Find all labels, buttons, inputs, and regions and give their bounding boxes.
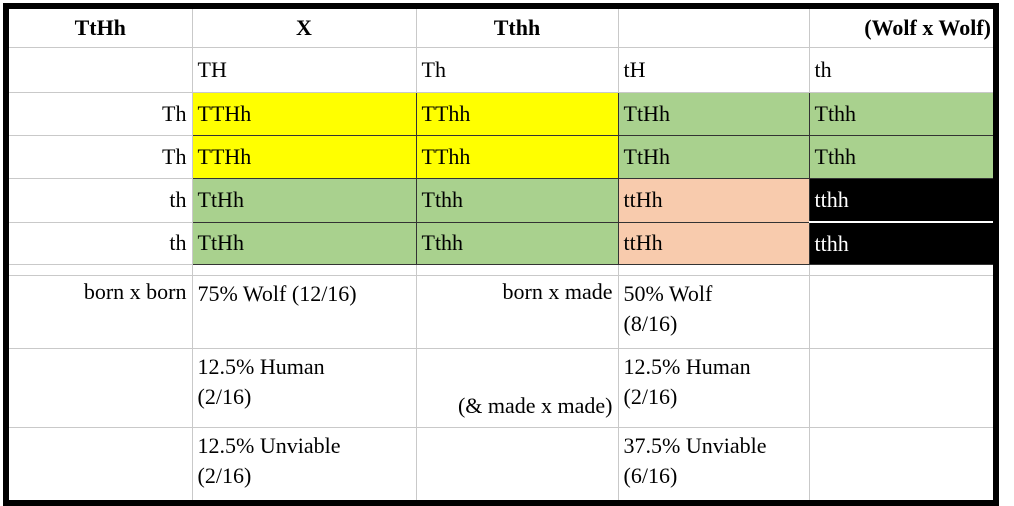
empty-cell[interactable] [808, 275, 997, 349]
punnett-cell-1-2[interactable]: TtHh [617, 135, 810, 179]
cross1-human-value[interactable]: 12.5% Human (2/16) [191, 348, 417, 428]
spacer-row [5, 264, 997, 276]
gamete-col-1[interactable]: Th [415, 47, 619, 93]
wolf-cross-note[interactable]: (Wolf x Wolf) [808, 5, 997, 48]
punnett-cell-2-0[interactable]: TtHh [191, 178, 417, 223]
punnett-cell-2-3[interactable]: tthh [808, 178, 997, 223]
cross2-unviable-value[interactable]: 37.5% Unviable (6/16) [617, 427, 810, 504]
punnett-cell-1-0[interactable]: TTHh [191, 135, 417, 179]
empty-cell[interactable] [5, 47, 193, 93]
results-row-unviable: 12.5% Unviable (2/16) 37.5% Unviable (6/… [5, 427, 997, 504]
punnett-cell-1-3[interactable]: Tthh [808, 135, 997, 179]
cross2-wolf-value[interactable]: 50% Wolf (8/16) [617, 275, 810, 349]
cross1-label[interactable]: born x born [5, 275, 193, 349]
cross1-wolf-value[interactable]: 75% Wolf (12/16) [191, 275, 417, 349]
empty-cell[interactable] [5, 264, 193, 276]
gamete-row-1[interactable]: Th [5, 135, 193, 179]
empty-cell[interactable] [808, 348, 997, 428]
punnett-cell-0-1[interactable]: TThh [415, 92, 619, 136]
punnett-cell-3-1[interactable]: Tthh [415, 221, 619, 265]
empty-cell[interactable] [808, 427, 997, 504]
empty-cell[interactable] [191, 264, 417, 276]
cross1-unviable-value[interactable]: 12.5% Unviable (2/16) [191, 427, 417, 504]
column-gametes-row: TH Th tH th [5, 47, 997, 93]
punnett-row-3: th TtHh Tthh ttHh tthh [5, 221, 997, 265]
gamete-row-0[interactable]: Th [5, 92, 193, 136]
header-row: TtHh X Tthh (Wolf x Wolf) [5, 5, 997, 48]
gamete-row-2[interactable]: th [5, 178, 193, 223]
empty-cell[interactable] [5, 427, 193, 504]
gamete-col-3[interactable]: th [808, 47, 997, 93]
cross2-label-2[interactable]: (& made x made) [415, 348, 619, 428]
parent1-genotype[interactable]: TtHh [5, 5, 193, 48]
punnett-cell-0-2[interactable]: TtHh [617, 92, 810, 136]
empty-cell[interactable] [617, 5, 810, 48]
punnett-cell-3-0[interactable]: TtHh [191, 221, 417, 265]
cross-symbol[interactable]: X [191, 5, 417, 48]
punnett-cell-2-1[interactable]: Tthh [415, 178, 619, 223]
gamete-col-2[interactable]: tH [617, 47, 810, 93]
empty-cell[interactable] [808, 264, 997, 276]
parent2-genotype[interactable]: Tthh [415, 5, 619, 48]
results-row-wolf: born x born 75% Wolf (12/16) born x made… [5, 275, 997, 349]
punnett-square-sheet: TtHh X Tthh (Wolf x Wolf) TH Th tH th Th… [3, 3, 999, 506]
punnett-table: TtHh X Tthh (Wolf x Wolf) TH Th tH th Th… [3, 3, 999, 506]
punnett-cell-3-2[interactable]: ttHh [617, 221, 810, 265]
punnett-cell-0-3[interactable]: Tthh [808, 92, 997, 136]
punnett-cell-3-3[interactable]: tthh [808, 221, 997, 265]
gamete-col-0[interactable]: TH [191, 47, 417, 93]
results-row-human: 12.5% Human (2/16) (& made x made) 12.5%… [5, 348, 997, 428]
punnett-cell-2-2[interactable]: ttHh [617, 178, 810, 223]
punnett-row-0: Th TTHh TThh TtHh Tthh [5, 92, 997, 136]
cross2-human-value[interactable]: 12.5% Human (2/16) [617, 348, 810, 428]
empty-cell[interactable] [617, 264, 810, 276]
empty-cell[interactable] [5, 348, 193, 428]
gamete-row-3[interactable]: th [5, 221, 193, 265]
punnett-cell-1-1[interactable]: TThh [415, 135, 619, 179]
cross2-label[interactable]: born x made [415, 275, 619, 349]
punnett-row-2: th TtHh Tthh ttHh tthh [5, 178, 997, 223]
empty-cell[interactable] [415, 427, 619, 504]
punnett-row-1: Th TTHh TThh TtHh Tthh [5, 135, 997, 179]
punnett-cell-0-0[interactable]: TTHh [191, 92, 417, 136]
empty-cell[interactable] [415, 264, 619, 276]
